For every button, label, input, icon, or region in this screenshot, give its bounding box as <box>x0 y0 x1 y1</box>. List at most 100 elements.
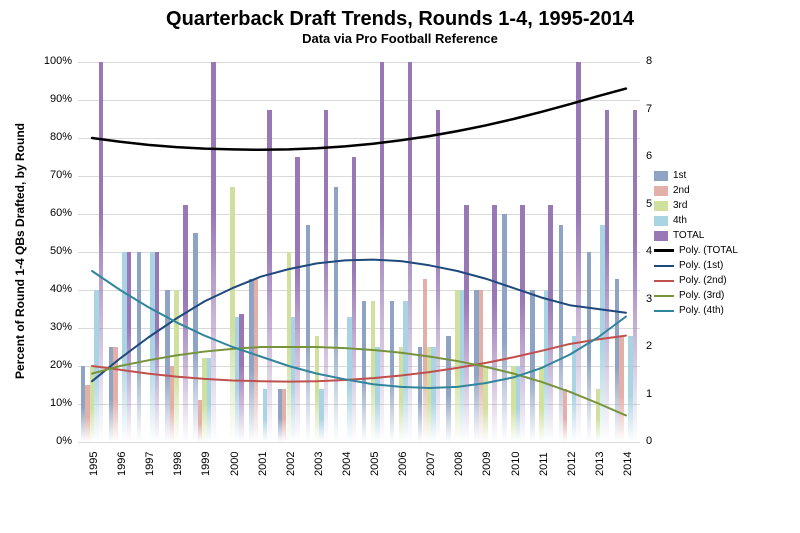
legend-item: Poly. (TOTAL <box>654 245 738 256</box>
x-tick: 1998 <box>172 452 184 476</box>
x-tick: 2009 <box>481 452 493 476</box>
bar-total <box>267 110 271 443</box>
legend-swatch <box>654 216 668 226</box>
gridline <box>78 252 640 253</box>
legend-item: 3rd <box>654 200 738 211</box>
chart-subtitle: Data via Pro Football Reference <box>0 31 800 46</box>
bar-total <box>239 314 243 442</box>
bar-total <box>127 252 131 442</box>
legend-item: Poly. (3rd) <box>654 290 738 301</box>
bar-fourth <box>403 301 407 442</box>
bar-first <box>306 225 310 442</box>
chart-title: Quarterback Draft Trends, Rounds 1-4, 19… <box>0 0 800 31</box>
legend-line-swatch <box>654 310 674 312</box>
bar-total <box>324 110 328 443</box>
bar-second <box>563 389 567 442</box>
y-tick-left: 90% <box>36 93 72 105</box>
bar-second <box>254 279 258 442</box>
x-tick: 2000 <box>229 452 241 476</box>
bar-total <box>436 110 440 443</box>
bar-total <box>155 252 159 442</box>
legend-line-swatch <box>654 249 674 252</box>
y-tick-right: 1 <box>646 388 652 400</box>
x-tick: 2011 <box>538 452 550 476</box>
x-tick: 2013 <box>594 452 606 476</box>
legend-swatch <box>654 186 668 196</box>
bar-third <box>174 290 178 442</box>
legend-label: Poly. (3rd) <box>679 290 724 301</box>
x-tick: 2012 <box>566 452 578 476</box>
bar-total <box>352 157 356 442</box>
bar-fourth <box>347 317 351 442</box>
y-tick-left: 30% <box>36 321 72 333</box>
bar-total <box>464 205 468 443</box>
x-tick: 2001 <box>257 452 269 476</box>
bar-fourth <box>544 290 548 442</box>
y-tick-left: 50% <box>36 245 72 257</box>
legend-item: Poly. (1st) <box>654 260 738 271</box>
bar-total <box>408 62 412 442</box>
x-tick: 2010 <box>510 452 522 476</box>
gridline <box>78 366 640 367</box>
bar-fourth <box>235 317 239 442</box>
y-tick-right: 6 <box>646 150 652 162</box>
x-tick: 1995 <box>88 452 100 476</box>
legend-item: 1st <box>654 170 738 181</box>
gridline <box>78 176 640 177</box>
y-tick-left: 0% <box>36 435 72 447</box>
y-tick-left: 60% <box>36 207 72 219</box>
y-tick-right: 8 <box>646 55 652 67</box>
legend-item: 2nd <box>654 185 738 196</box>
y-tick-right: 3 <box>646 293 652 305</box>
legend-label: 3rd <box>673 200 687 211</box>
bar-fourth <box>431 347 435 442</box>
bar-fourth <box>628 336 632 442</box>
bar-first <box>502 214 506 442</box>
x-tick: 2014 <box>622 452 634 476</box>
y-tick-left: 40% <box>36 283 72 295</box>
legend-line-swatch <box>654 265 674 267</box>
gridline <box>78 214 640 215</box>
gridline <box>78 138 640 139</box>
legend-swatch <box>654 171 668 181</box>
legend-label: 4th <box>673 215 687 226</box>
bar-fourth <box>207 358 211 442</box>
y-tick-left: 80% <box>36 131 72 143</box>
y-tick-right: 2 <box>646 340 652 352</box>
bar-fourth <box>122 252 126 442</box>
gridline <box>78 290 640 291</box>
bar-total <box>99 62 103 442</box>
gridline <box>78 404 640 405</box>
bar-fourth <box>94 290 98 442</box>
bar-fourth <box>150 252 154 442</box>
gridline <box>78 62 640 63</box>
x-tick: 2008 <box>453 452 465 476</box>
bar-total <box>380 62 384 442</box>
bar-total <box>520 205 524 443</box>
gridline <box>78 442 640 443</box>
x-tick: 1996 <box>116 452 128 476</box>
legend-line-swatch <box>654 280 674 282</box>
legend-swatch <box>654 231 668 241</box>
legend-label: TOTAL <box>673 230 704 241</box>
bar-fourth <box>319 389 323 442</box>
gridline <box>78 100 640 101</box>
x-tick: 2005 <box>369 452 381 476</box>
bar-fourth <box>291 317 295 442</box>
bar-first <box>587 252 591 442</box>
legend-label: 1st <box>673 170 686 181</box>
y-tick-right: 4 <box>646 245 652 257</box>
x-tick: 2006 <box>397 452 409 476</box>
bar-total <box>492 205 496 443</box>
bar-fourth <box>460 290 464 442</box>
legend-swatch <box>654 201 668 211</box>
bar-first <box>390 301 394 442</box>
x-tick: 1999 <box>200 452 212 476</box>
chart-container: Quarterback Draft Trends, Rounds 1-4, 19… <box>0 0 800 533</box>
y-tick-right: 0 <box>646 435 652 447</box>
y-axis-label-left: Percent of Round 1-4 QBs Drafted, by Rou… <box>13 101 27 401</box>
bar-first <box>334 187 338 442</box>
bar-total <box>605 110 609 443</box>
legend-item: Poly. (4th) <box>654 305 738 316</box>
bar-fourth <box>263 389 267 442</box>
